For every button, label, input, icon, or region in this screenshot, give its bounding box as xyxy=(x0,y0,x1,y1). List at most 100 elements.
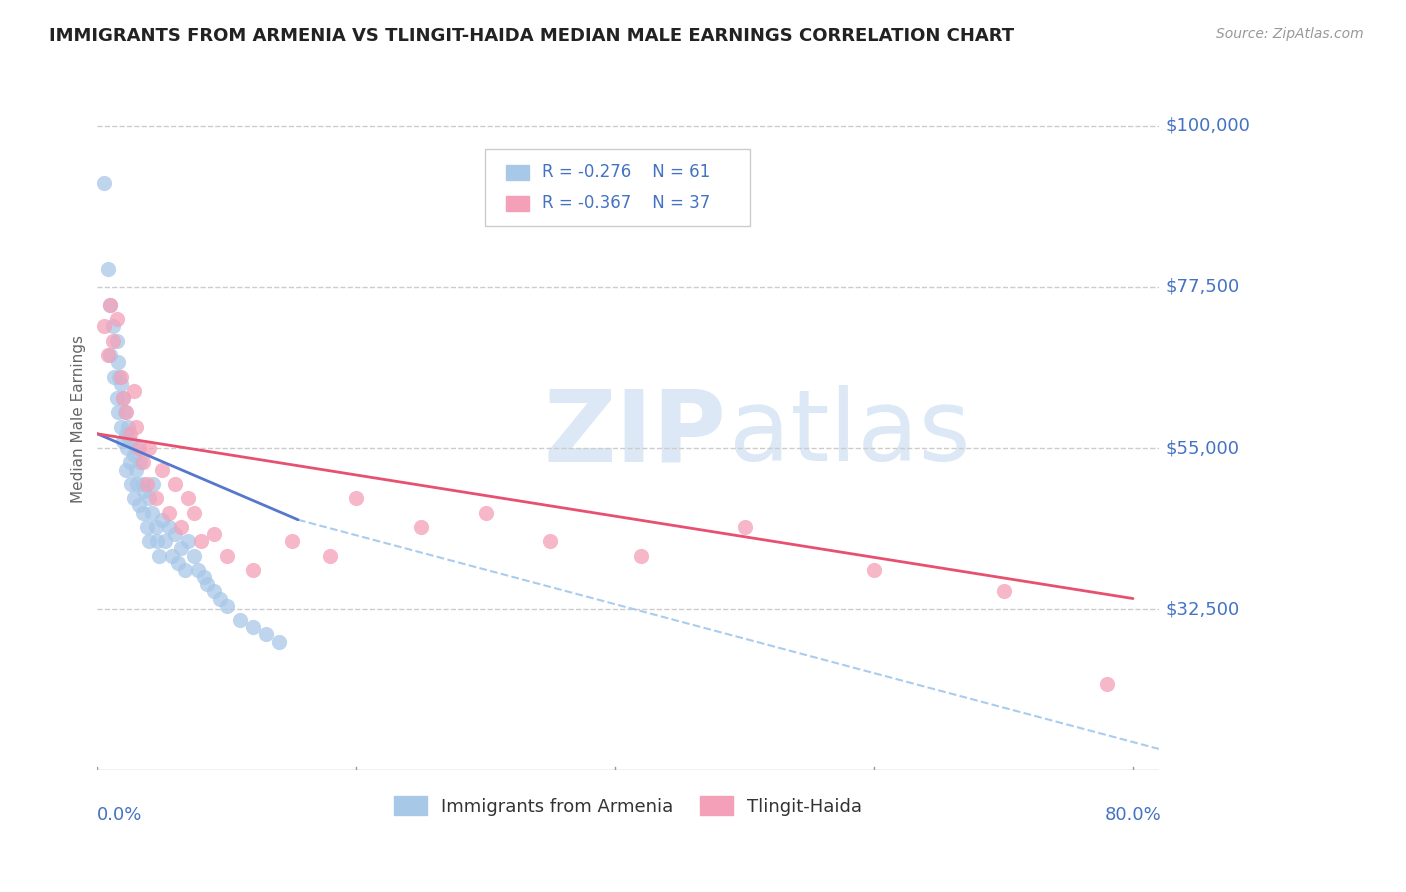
Legend: Immigrants from Armenia, Tlingit-Haida: Immigrants from Armenia, Tlingit-Haida xyxy=(385,787,872,824)
Point xyxy=(110,376,132,391)
Point xyxy=(630,549,652,563)
Point xyxy=(242,620,264,634)
Point xyxy=(132,484,155,499)
Point xyxy=(209,591,232,606)
Point xyxy=(98,348,121,362)
Bar xyxy=(506,195,530,211)
Point xyxy=(267,634,290,648)
Text: atlas: atlas xyxy=(728,385,970,482)
Point xyxy=(98,298,121,312)
Point xyxy=(131,477,153,491)
Point xyxy=(170,520,193,534)
Point xyxy=(146,534,169,549)
Point xyxy=(166,556,188,570)
Text: IMMIGRANTS FROM ARMENIA VS TLINGIT-HAIDA MEDIAN MALE EARNINGS CORRELATION CHART: IMMIGRANTS FROM ARMENIA VS TLINGIT-HAIDA… xyxy=(49,27,1014,45)
Point xyxy=(128,441,150,455)
Point xyxy=(122,384,145,398)
Point xyxy=(177,491,200,506)
Point xyxy=(162,549,184,563)
Y-axis label: Median Male Earnings: Median Male Earnings xyxy=(72,335,86,503)
Point xyxy=(125,419,148,434)
Point xyxy=(163,527,186,541)
Point xyxy=(112,391,135,405)
Point xyxy=(280,534,302,549)
Point xyxy=(187,563,209,577)
Point xyxy=(135,520,157,534)
Point xyxy=(254,627,277,641)
Text: $55,000: $55,000 xyxy=(1166,439,1239,457)
Point xyxy=(148,549,170,563)
Point xyxy=(120,477,142,491)
Point xyxy=(122,491,145,506)
Point xyxy=(108,369,131,384)
Point xyxy=(131,455,153,469)
Bar xyxy=(506,165,530,180)
Point xyxy=(101,334,124,348)
Point xyxy=(193,570,215,584)
Point xyxy=(202,527,225,541)
Point xyxy=(105,334,128,348)
Text: R = -0.367    N = 37: R = -0.367 N = 37 xyxy=(543,194,710,212)
Point xyxy=(118,434,141,448)
Point xyxy=(138,441,160,455)
Point xyxy=(215,549,238,563)
Point xyxy=(110,419,132,434)
Point xyxy=(105,312,128,326)
Point xyxy=(197,577,219,591)
Point xyxy=(135,477,157,491)
Point xyxy=(125,441,148,455)
Point xyxy=(145,491,167,506)
FancyBboxPatch shape xyxy=(485,149,751,227)
Point xyxy=(183,506,205,520)
Point xyxy=(202,584,225,599)
Point xyxy=(163,477,186,491)
Point xyxy=(105,391,128,405)
Point xyxy=(145,520,167,534)
Point xyxy=(122,448,145,462)
Point xyxy=(114,405,136,419)
Point xyxy=(229,613,252,627)
Point xyxy=(129,455,152,469)
Point xyxy=(114,405,136,419)
Point xyxy=(103,369,125,384)
Point xyxy=(101,319,124,334)
Point xyxy=(112,434,135,448)
Point xyxy=(117,419,139,434)
Point xyxy=(344,491,367,506)
Point xyxy=(114,426,136,441)
Text: $100,000: $100,000 xyxy=(1166,117,1250,135)
Point xyxy=(93,176,115,190)
Point xyxy=(538,534,561,549)
Point xyxy=(97,348,120,362)
Point xyxy=(150,513,173,527)
Point xyxy=(114,462,136,476)
Point xyxy=(174,563,197,577)
Point xyxy=(993,584,1015,599)
Text: $77,500: $77,500 xyxy=(1166,278,1240,296)
Point xyxy=(138,491,160,506)
Point xyxy=(138,534,160,549)
Point xyxy=(107,355,129,369)
Text: Source: ZipAtlas.com: Source: ZipAtlas.com xyxy=(1216,27,1364,41)
Text: ZIP: ZIP xyxy=(543,385,725,482)
Point xyxy=(177,534,200,549)
Point xyxy=(115,441,138,455)
Point xyxy=(142,477,165,491)
Point xyxy=(153,534,176,549)
Point xyxy=(157,506,180,520)
Point xyxy=(190,534,212,549)
Point xyxy=(118,455,141,469)
Point xyxy=(863,563,886,577)
Point xyxy=(110,369,132,384)
Point xyxy=(128,499,150,513)
Point xyxy=(170,541,193,556)
Text: 0.0%: 0.0% xyxy=(97,806,143,824)
Point xyxy=(97,262,120,277)
Point xyxy=(93,319,115,334)
Point xyxy=(141,506,163,520)
Point xyxy=(107,405,129,419)
Point xyxy=(127,477,149,491)
Point xyxy=(118,426,141,441)
Point xyxy=(131,506,153,520)
Point xyxy=(215,599,238,613)
